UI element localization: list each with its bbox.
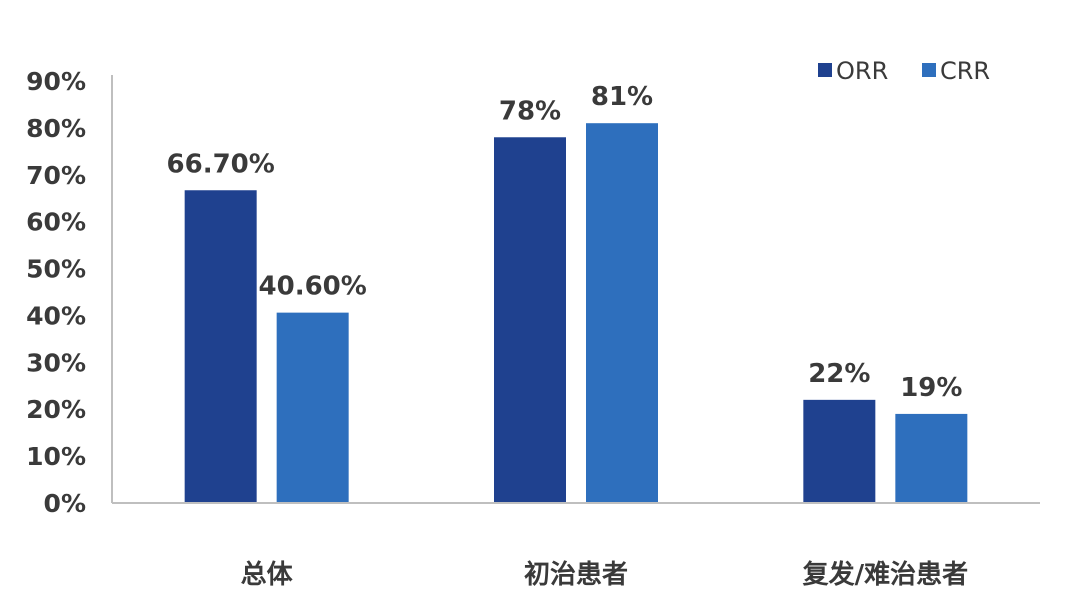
y-tick-label: 0% — [44, 489, 86, 518]
bar-crr — [895, 413, 968, 503]
legend-label-crr: CRR — [940, 57, 990, 85]
y-tick-label: 70% — [26, 161, 86, 190]
y-tick-label: 10% — [26, 442, 86, 471]
data-label: 19% — [900, 373, 962, 403]
legend: ORR CRR — [818, 57, 990, 85]
y-tick-label: 40% — [26, 301, 86, 330]
legend-swatch-crr — [922, 63, 936, 77]
legend-swatch-orr — [818, 63, 832, 77]
x-axis: 总体 初治患者 复发/难治患者 — [112, 502, 1040, 590]
bar-orr — [803, 399, 876, 503]
data-label: 81% — [591, 82, 653, 112]
data-label: 78% — [499, 96, 561, 126]
bar-orr — [494, 137, 566, 503]
y-tick-label: 50% — [26, 255, 86, 284]
bars — [184, 123, 968, 504]
data-label: 22% — [808, 359, 870, 389]
y-tick-label: 90% — [26, 67, 86, 96]
x-category-label: 复发/难治患者 — [803, 559, 969, 590]
data-label: 66.70% — [167, 149, 275, 179]
bar-crr — [586, 123, 658, 503]
y-tick-label: 60% — [26, 208, 86, 237]
y-tick-label: 30% — [26, 348, 86, 377]
bar-orr — [184, 190, 257, 504]
bar-crr — [276, 312, 349, 503]
y-tick-label: 80% — [26, 114, 86, 143]
y-axis: 0% 10% 20% 30% 40% 50% 60% 70% 80% 90% — [26, 67, 113, 518]
x-category-label: 初治患者 — [524, 560, 628, 590]
data-labels: 66.70% 40.60% 78% 81% 22% 19% — [167, 82, 963, 403]
x-category-label: 总体 — [241, 560, 294, 590]
legend-label-orr: ORR — [836, 57, 888, 85]
y-tick-label: 20% — [26, 395, 86, 424]
data-label: 40.60% — [259, 272, 367, 302]
